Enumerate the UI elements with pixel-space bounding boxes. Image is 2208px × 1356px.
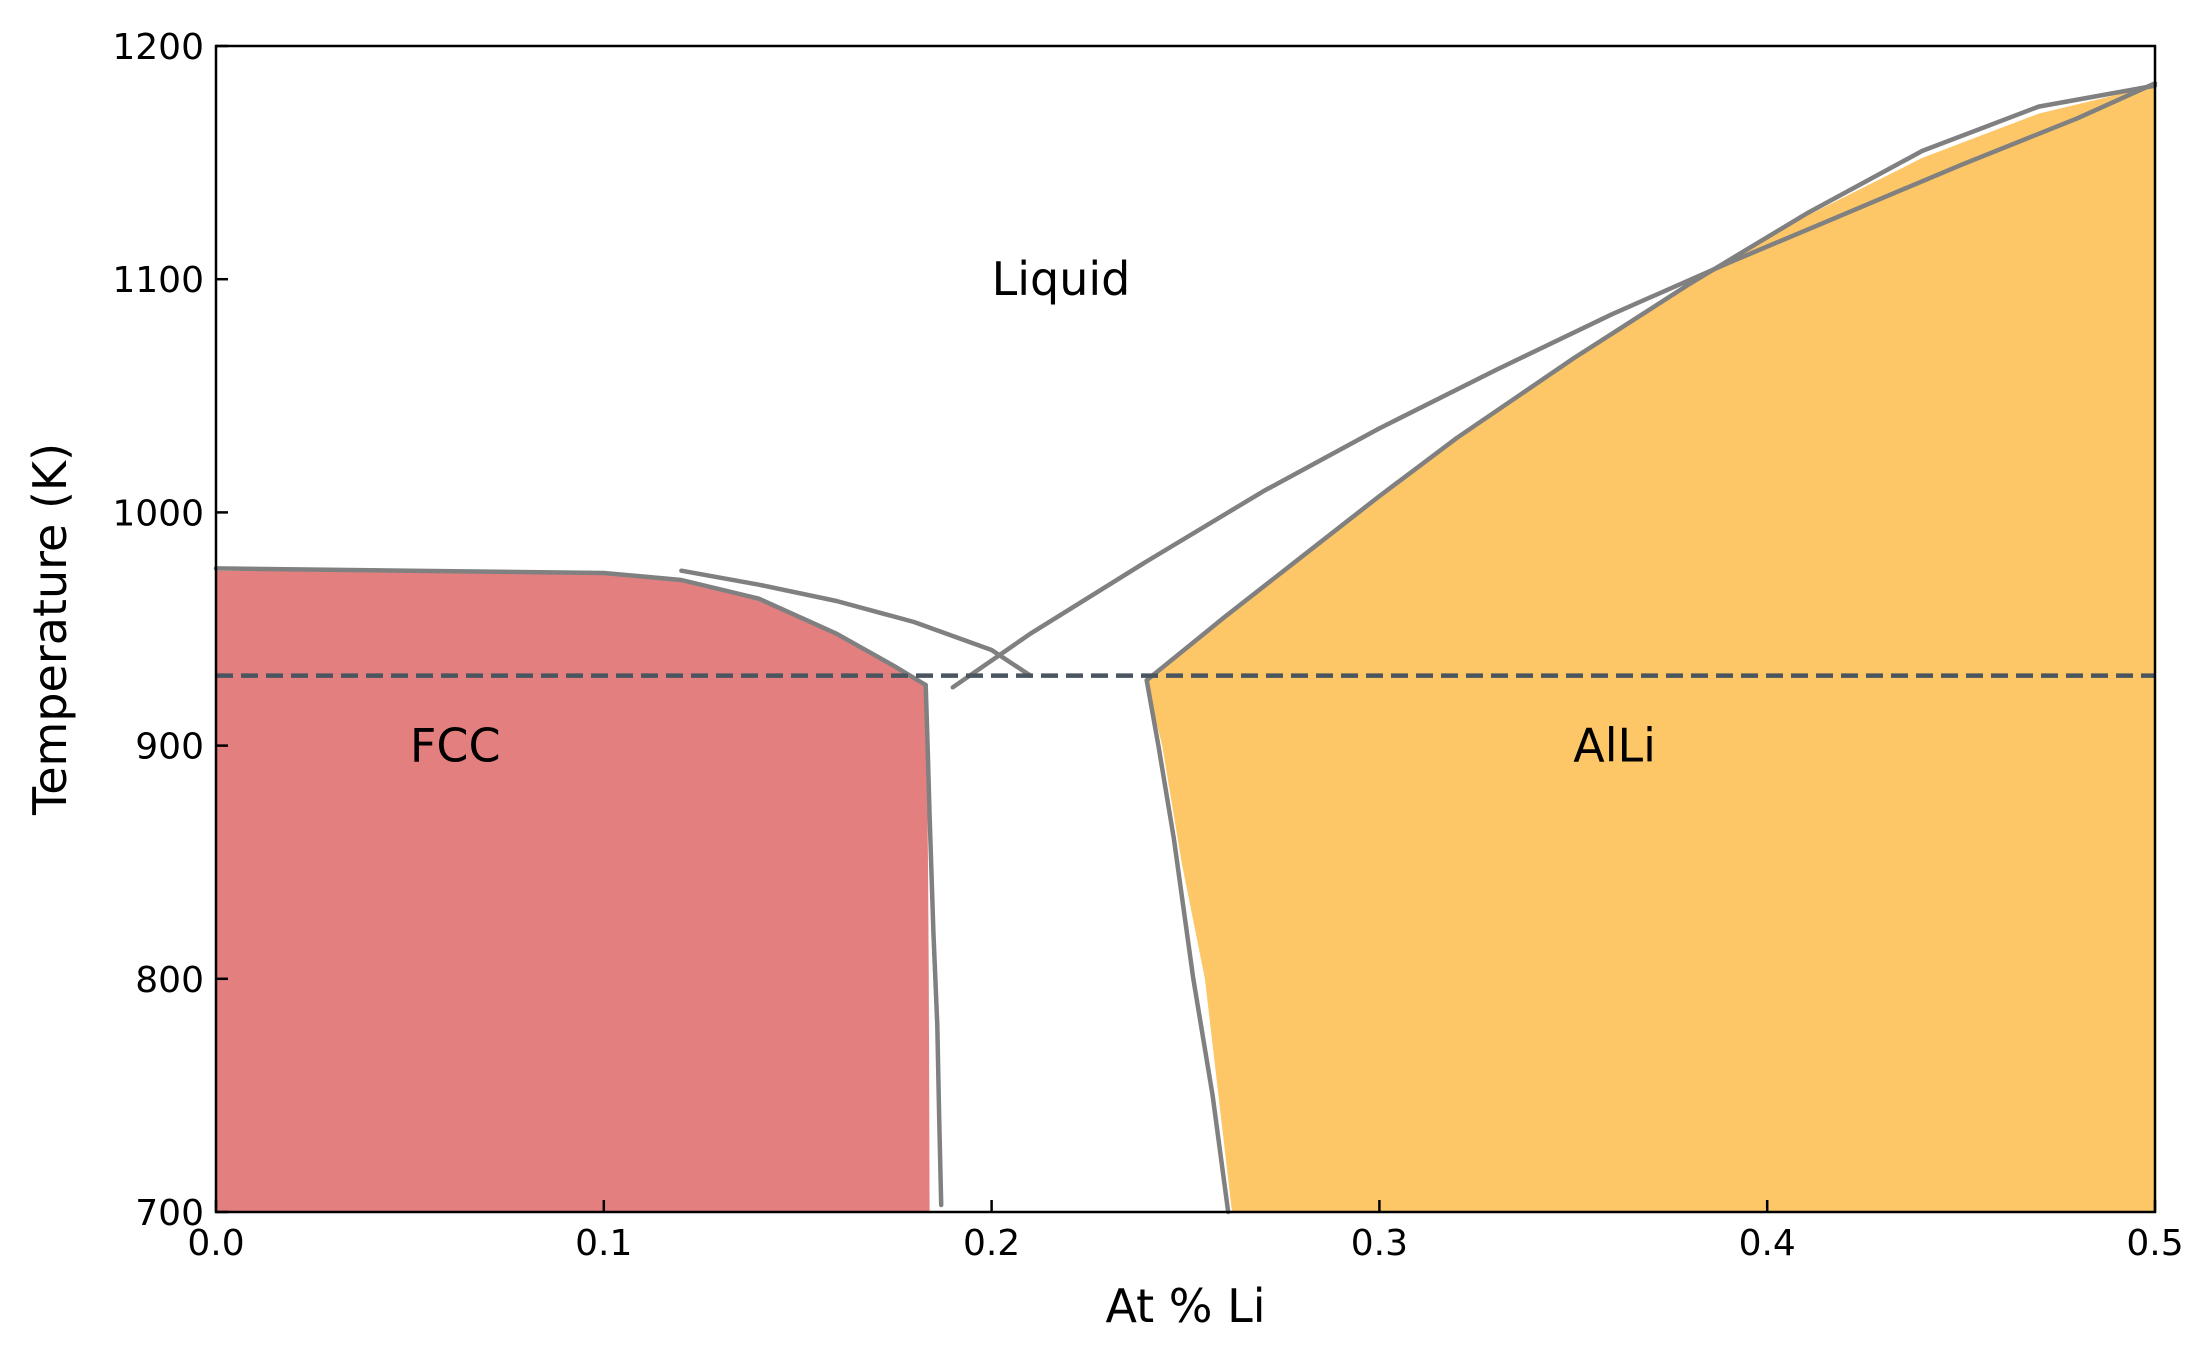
- x-axis-label: At % Li: [1105, 1279, 1265, 1333]
- y-tick-label: 1200: [112, 27, 204, 68]
- y-axis-label: Temperature (K): [23, 443, 77, 816]
- phase-boundary-line: [950, 81, 2158, 690]
- region-label-fcc: FCC: [410, 719, 501, 773]
- phase-boundary-line: [1144, 678, 1231, 1215]
- y-tick-label: 1000: [112, 493, 204, 534]
- phase-boundary-line: [213, 566, 928, 688]
- plot-frame: [214, 44, 2157, 1214]
- region-label-alli: AlLi: [1573, 719, 1656, 773]
- x-tick-label: 0.1: [575, 1223, 632, 1264]
- y-tick-label: 1100: [112, 260, 204, 301]
- axis-ticks: 0.0 0.1 0.2 0.3 0.4 0.5 700 800 900 1000 1100 1200: [112, 27, 2183, 1264]
- region-fcc-fill: [216, 570, 930, 1212]
- phase-regions: [216, 85, 2155, 1213]
- y-tick-label: 700: [135, 1193, 204, 1234]
- phase-boundary-line: [1144, 83, 2158, 683]
- y-tick-label: 800: [135, 960, 204, 1001]
- region-alli-fill: [1146, 85, 2155, 1213]
- x-tick-label: 0.3: [1351, 1223, 1408, 1264]
- y-tick-label: 900: [135, 727, 204, 768]
- x-tick-label: 0.0: [187, 1223, 244, 1264]
- region-labels: Liquid FCC AlLi: [410, 252, 1656, 772]
- x-tick-label: 0.2: [963, 1223, 1020, 1264]
- x-tick-label: 0.5: [2126, 1223, 2183, 1264]
- phase-boundaries: [213, 81, 2158, 1215]
- x-tick-label: 0.4: [1739, 1223, 1796, 1264]
- region-label-liquid: Liquid: [992, 252, 1131, 306]
- phase-boundary-line: [923, 682, 944, 1208]
